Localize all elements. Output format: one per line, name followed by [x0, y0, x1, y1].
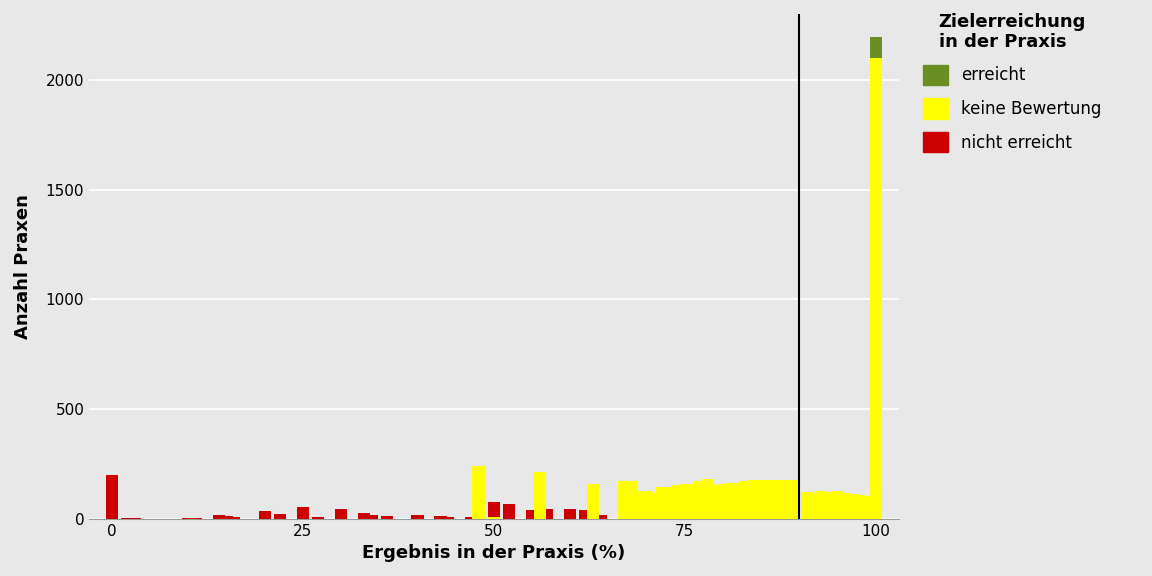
Bar — [670, 485, 683, 519]
Bar — [855, 495, 866, 519]
Bar — [617, 482, 630, 519]
Bar — [541, 509, 553, 519]
Bar — [649, 494, 660, 519]
Bar — [732, 517, 744, 519]
Bar — [465, 517, 477, 519]
Bar — [503, 505, 515, 519]
Bar — [710, 485, 721, 519]
X-axis label: Ergebnis in der Praxis (%): Ergebnis in der Praxis (%) — [362, 544, 626, 562]
Bar — [763, 480, 775, 519]
Bar — [213, 515, 225, 519]
Bar — [824, 492, 836, 519]
Bar — [626, 482, 637, 519]
Bar — [594, 515, 607, 519]
Bar — [847, 494, 859, 519]
Bar — [190, 518, 202, 519]
Bar — [717, 484, 729, 519]
Bar — [732, 483, 744, 519]
Bar — [655, 487, 668, 519]
Bar — [182, 518, 195, 519]
Bar — [679, 515, 691, 519]
Bar — [220, 516, 233, 519]
Bar — [121, 518, 134, 519]
Bar — [778, 480, 790, 519]
Bar — [533, 472, 546, 519]
Bar — [809, 493, 820, 519]
Bar — [702, 479, 714, 519]
Bar — [862, 497, 874, 519]
Bar — [740, 482, 752, 519]
Y-axis label: Anzahl Praxen: Anzahl Praxen — [14, 194, 32, 339]
Bar — [839, 493, 851, 519]
Bar — [228, 517, 241, 519]
Bar — [365, 515, 378, 519]
Bar — [434, 516, 447, 519]
Bar — [801, 492, 813, 519]
Bar — [870, 37, 881, 58]
Bar — [679, 484, 691, 519]
Bar — [129, 518, 141, 519]
Bar — [442, 517, 454, 519]
Bar — [381, 516, 393, 519]
Bar — [588, 484, 599, 519]
Bar — [641, 513, 653, 519]
Bar — [740, 517, 752, 519]
Bar — [487, 502, 500, 519]
Bar — [411, 515, 424, 519]
Bar — [564, 509, 576, 519]
Bar — [702, 517, 714, 519]
Bar — [632, 491, 645, 519]
Bar — [870, 58, 881, 519]
Bar — [297, 507, 309, 519]
Bar — [259, 511, 271, 519]
Bar — [533, 513, 546, 519]
Bar — [816, 491, 828, 519]
Bar — [641, 491, 653, 519]
Legend: erreicht, keine Bewertung, nicht erreicht: erreicht, keine Bewertung, nicht erreich… — [923, 13, 1101, 153]
Bar — [526, 510, 538, 519]
Bar — [617, 517, 630, 519]
Bar — [588, 513, 599, 519]
Bar — [687, 484, 698, 519]
Bar — [832, 491, 843, 519]
Bar — [335, 509, 347, 519]
Bar — [106, 475, 119, 519]
Bar — [649, 510, 660, 519]
Bar — [579, 510, 592, 519]
Bar — [487, 517, 500, 519]
Bar — [472, 466, 485, 519]
Bar — [717, 514, 729, 519]
Bar — [771, 480, 782, 519]
Bar — [694, 482, 706, 519]
Bar — [755, 517, 767, 519]
Bar — [786, 480, 798, 519]
Bar — [664, 487, 675, 519]
Bar — [778, 518, 790, 519]
Bar — [312, 517, 325, 519]
Bar — [358, 513, 370, 519]
Bar — [664, 513, 675, 519]
Bar — [725, 483, 736, 519]
Bar — [755, 480, 767, 519]
Bar — [274, 514, 286, 519]
Bar — [748, 480, 759, 519]
Bar — [687, 516, 698, 519]
